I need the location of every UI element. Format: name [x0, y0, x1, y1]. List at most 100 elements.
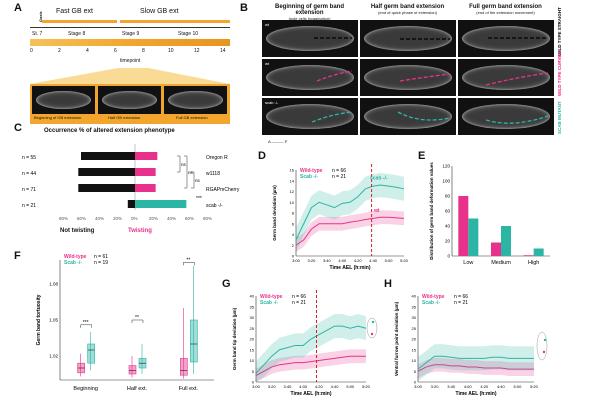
y-axis-label: Germ band deviation (µm) [272, 185, 277, 241]
f-box-scab [87, 343, 95, 364]
timeline-ticks: 0 2 4 6 8 10 12 14 [30, 48, 226, 54]
panel-h-label: H [384, 278, 392, 290]
legend-wt: Wild-type [260, 294, 283, 300]
img-scab-3 [458, 98, 554, 135]
f-y-axis-label: Germ band tortuosity [36, 294, 42, 345]
f-sig-bracket [183, 262, 195, 266]
c-bar-twisting [135, 184, 156, 192]
y-tick: 0 [292, 254, 295, 259]
wt-point-icon [370, 332, 374, 336]
x-tick: 3:40 [284, 384, 293, 389]
stage-9: Stage 9 [122, 31, 140, 37]
c-ns-bracket [184, 155, 188, 189]
timepoint-label: timepoint [120, 58, 141, 64]
panel-g-chart: 0 5 10 15 20 25 30 35 40 3:00 3:20 3:40 4:00 4:20 4:40… [232, 290, 378, 397]
c-row-name: w1118 [206, 171, 220, 177]
x-tick: 3:20 [431, 384, 440, 389]
x-tick: 5:20 [530, 384, 539, 389]
legend-wt: Wild-type [422, 294, 445, 300]
c-x-tick: 60% [77, 216, 86, 221]
scab-band [256, 314, 366, 382]
f-sig-stars: ** [135, 315, 139, 321]
img-wt-curved-2 [360, 59, 456, 96]
scab-point-icon [543, 338, 547, 342]
x-tick: 4:40 [369, 258, 378, 263]
c-stars: *** [196, 196, 202, 202]
x-axis-label: Time AEL (h:min) [455, 391, 496, 397]
legend-n-wt: n = 66 [332, 168, 346, 174]
x-tick: 5:00 [514, 384, 523, 389]
f-legend-wt: Wild-type [64, 254, 87, 260]
embryo-schematic-icon [366, 317, 378, 339]
f-box-scab [190, 319, 198, 363]
panel-c-title: Occurrence % of altered extension phenot… [44, 128, 175, 134]
panel-b-image-grid: wt wt scab -/- [262, 20, 556, 135]
row-label-scab: SCAB MUTANT [557, 101, 562, 134]
wt-line [295, 216, 405, 246]
row-label-wt-straight: WILD TYPE STRAIGHT [557, 7, 562, 56]
c-bar-twisting [135, 200, 187, 208]
legend-scab: Scab -/- [260, 300, 278, 306]
e-bar-wt [523, 255, 534, 256]
y-tick: 30 [250, 315, 255, 320]
f-sig-stars: ** [186, 257, 190, 263]
panel-f-chart: 1.02 1.05 1.08 Germ band tortuosity Wild-typ… [36, 254, 214, 392]
y-tick: 35 [412, 304, 417, 309]
col-title-2: Half germ band extension (end of quick p… [370, 4, 445, 15]
panel-a-timeline: Gastr. Fast GB ext Slow GB ext St. 7 Sta… [30, 0, 230, 70]
c-x-tick: 0% [131, 216, 138, 221]
f-category: Half ext. [127, 386, 148, 392]
scab-band [296, 173, 404, 252]
y-tick: 10 [290, 200, 295, 205]
c-row-n: n = 55 [22, 155, 36, 161]
f-legend-n-scab: n = 19 [94, 260, 108, 266]
panel-d-label: D [258, 150, 266, 162]
fast-ext-bar [42, 20, 117, 23]
stage-7: St. 7 [32, 31, 43, 37]
c-legend-not-twisting: Not twisting [60, 228, 95, 234]
img-wt-curved-3 [458, 59, 554, 96]
y-tick: 10 [412, 358, 417, 363]
panel-g-label: G [222, 278, 231, 290]
col-title-1: Beginning of germ band extension (pole c… [275, 4, 344, 21]
x-tick: 4:20 [315, 384, 324, 389]
legend-n-scab: n = 21 [292, 300, 306, 306]
c-x-tick: 40% [95, 216, 104, 221]
f-legend-n-wt: n = 61 [94, 254, 108, 260]
image-beginning [32, 86, 95, 114]
f-sig-stars: *** [83, 320, 89, 326]
panel-e-label: E [418, 150, 426, 162]
y-tick: 40 [250, 294, 255, 299]
panel-b-label: B [240, 2, 248, 14]
f-box-wt [180, 358, 188, 376]
col-title-3: Full germ band extension (end of the ext… [469, 4, 542, 15]
f-box-wt [128, 365, 137, 375]
wt-point-icon [542, 350, 546, 354]
legend-n-wt: n = 66 [454, 294, 468, 300]
c-ns-bracket [191, 171, 195, 189]
y-tick: 0 [252, 380, 255, 385]
scab-line [295, 184, 405, 241]
x-axis-label: Time AEL (h:min) [329, 265, 370, 271]
y-tick: 14 [290, 178, 295, 183]
y-tick: 20 [250, 337, 255, 342]
c-x-tick: 80% [203, 216, 212, 221]
x-tick: 4:00 [464, 384, 473, 389]
zoom-trapezoid [30, 68, 230, 84]
e-y-tick: 100 [442, 179, 450, 184]
y-tick: 2 [292, 243, 295, 248]
img-wt-straight-2 [360, 20, 456, 57]
x-tick: 5:20 [400, 258, 409, 263]
c-x-tick: 60% [185, 216, 194, 221]
x-tick: 3:00 [252, 384, 261, 389]
c-bar-not-twisting [81, 152, 135, 160]
scab-point-icon [371, 320, 375, 324]
f-sig-bracket [80, 324, 92, 328]
y-tick: 30 [412, 315, 417, 320]
y-tick: 25 [412, 326, 417, 331]
e-bar-wt [458, 196, 469, 256]
f-y-tick: 1.05 [49, 318, 58, 323]
x-tick: 4:00 [338, 258, 347, 263]
image-half-caption: Half GB extension [108, 115, 141, 120]
e-y-tick: 40 [445, 224, 451, 229]
